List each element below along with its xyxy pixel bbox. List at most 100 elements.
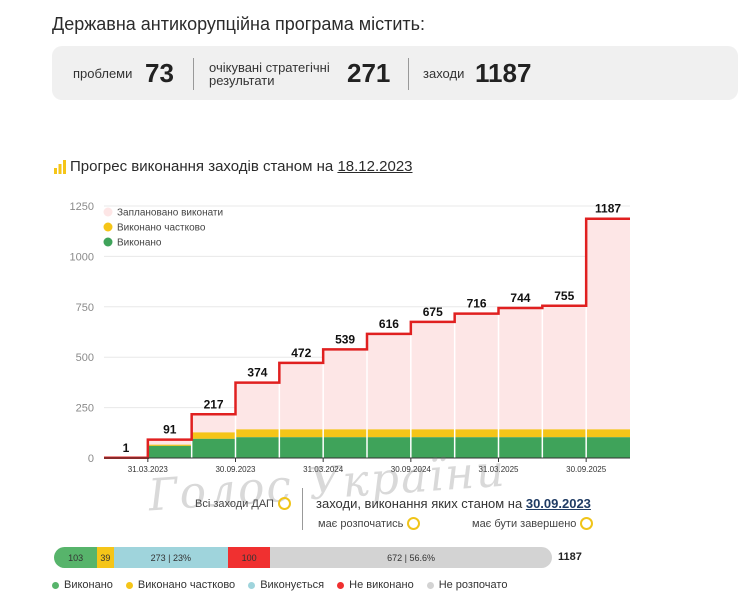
stats-panel: проблеми 73 очікувані стратегічні резуль… xyxy=(52,46,738,100)
measures-label: заходи xyxy=(423,66,465,81)
measures-status-date[interactable]: 30.09.2023 xyxy=(525,496,591,511)
progress-segment: 39 xyxy=(97,547,114,568)
legend-item: Не розпочато xyxy=(426,579,508,591)
x-tick-label: 30.09.2025 xyxy=(566,465,607,474)
legend-label: Виконується xyxy=(260,579,325,591)
partial-area xyxy=(279,429,324,438)
legend-label: Виконано xyxy=(117,238,162,249)
partial-area xyxy=(454,429,499,438)
should-start-toggle[interactable]: має розпочатись xyxy=(318,517,421,530)
done-area xyxy=(542,437,587,458)
legend-item: Виконується xyxy=(248,579,324,591)
x-tick-label: 31.03.2023 xyxy=(128,465,169,474)
partial-area xyxy=(586,429,630,438)
legend-label: Виконано xyxy=(64,579,113,591)
progress-segment: 273 | 23% xyxy=(113,547,229,568)
problems-label: проблеми xyxy=(73,66,133,81)
status-legend: Виконано Виконано частково Виконується Не в… xyxy=(52,579,520,591)
status-progress-bar: 103 39 273 | 23% 100 672 | 56.6% xyxy=(54,547,552,568)
step-value-label: 616 xyxy=(379,317,399,331)
progress-segment: 103 xyxy=(54,547,98,568)
legend-dot xyxy=(103,222,113,232)
controls-divider xyxy=(302,488,303,530)
radio-icon xyxy=(407,517,421,530)
done-area xyxy=(454,437,499,458)
legend-label: Виконано частково xyxy=(137,579,236,591)
done-area xyxy=(586,437,630,458)
legend-label: Не виконано xyxy=(349,579,414,591)
legend-dot xyxy=(125,581,133,589)
legend-label: Не розпочато xyxy=(438,579,508,591)
progress-segment: 100 xyxy=(228,547,271,568)
partial-area xyxy=(410,429,455,438)
should-end-toggle[interactable]: має бути завершено xyxy=(472,517,594,530)
should-end-label: має бути завершено xyxy=(472,518,577,530)
partial-area xyxy=(235,429,280,438)
y-tick-label: 750 xyxy=(76,302,94,314)
legend-dot xyxy=(248,581,256,589)
measures-value: 1187 xyxy=(475,58,532,88)
partial-area xyxy=(323,429,367,438)
legend-dot xyxy=(337,581,345,589)
done-area xyxy=(367,437,411,458)
step-value-label: 374 xyxy=(247,366,267,380)
step-value-label: 217 xyxy=(204,397,224,411)
step-value-label: 91 xyxy=(163,423,177,437)
problems-value: 73 xyxy=(145,58,174,88)
partial-area xyxy=(542,429,587,438)
y-tick-label: 0 xyxy=(88,453,94,465)
legend-item: Не виконано xyxy=(337,579,414,591)
stat-divider xyxy=(408,58,409,90)
x-tick-label: 30.09.2023 xyxy=(215,465,256,474)
legend-label: Заплановано виконати xyxy=(117,208,223,219)
step-value-label: 1187 xyxy=(595,202,621,216)
results-label-line2: результати xyxy=(209,73,275,88)
step-value-label: 472 xyxy=(291,346,311,360)
radio-icon xyxy=(580,517,594,530)
x-tick-label: 30.09.2024 xyxy=(391,465,432,474)
step-value-label: 539 xyxy=(335,332,355,346)
progress-total: 1187 xyxy=(558,551,582,563)
page-heading: Державна антикорупційна програма містить… xyxy=(52,14,426,34)
step-value-label: 716 xyxy=(467,297,487,311)
partial-area xyxy=(147,444,192,446)
y-tick-label: 500 xyxy=(76,352,94,364)
results-value: 271 xyxy=(347,58,391,88)
chart-title-text: Прогрес виконання заходів станом на xyxy=(70,158,334,175)
done-area xyxy=(147,445,192,458)
chart-title-date[interactable]: 18.12.2023 xyxy=(337,158,413,175)
partial-area xyxy=(367,429,411,438)
step-value-label: 1 xyxy=(123,441,130,455)
legend-dot xyxy=(103,237,113,247)
done-area xyxy=(323,437,367,458)
planned-step-line xyxy=(104,217,630,460)
planned-area xyxy=(586,218,630,458)
x-tick-label: 31.03.2024 xyxy=(303,465,344,474)
progress-chart: 0 250 500 750 1000 1250 1 91 217 374 472 539 616 675 7… xyxy=(70,201,630,474)
legend-dot xyxy=(426,581,434,589)
legend-item: Виконано частково xyxy=(125,579,236,591)
measures-status-label: заходи, виконання яких станом на xyxy=(316,496,523,511)
legend-label: Виконано частково xyxy=(117,223,206,234)
partial-area xyxy=(191,432,236,439)
y-tick-label: 1000 xyxy=(70,251,94,263)
should-start-label: має розпочатись xyxy=(318,518,404,530)
results-label-line1: очікувані стратегічні xyxy=(209,60,330,75)
done-area xyxy=(191,438,236,458)
stat-divider xyxy=(193,58,194,90)
done-area xyxy=(235,437,280,458)
done-area xyxy=(279,437,324,458)
legend-dot xyxy=(52,581,59,589)
done-area xyxy=(410,437,455,458)
chart-title: Прогрес виконання заходів станом на 18.1… xyxy=(70,158,413,175)
radio-icon xyxy=(277,497,291,510)
x-tick-label: 31.03.2025 xyxy=(478,465,519,474)
legend-item: Виконано xyxy=(52,579,113,591)
y-tick-label: 250 xyxy=(76,403,94,415)
step-value-label: 744 xyxy=(510,291,530,305)
all-measures-toggle[interactable]: Всі заходи ДАП xyxy=(195,497,291,510)
bar-chart-icon xyxy=(54,160,66,174)
measures-status-text: заходи, виконання яких станом на 30.09.2… xyxy=(316,496,591,511)
done-area xyxy=(498,437,543,458)
y-tick-label: 1250 xyxy=(70,201,94,213)
